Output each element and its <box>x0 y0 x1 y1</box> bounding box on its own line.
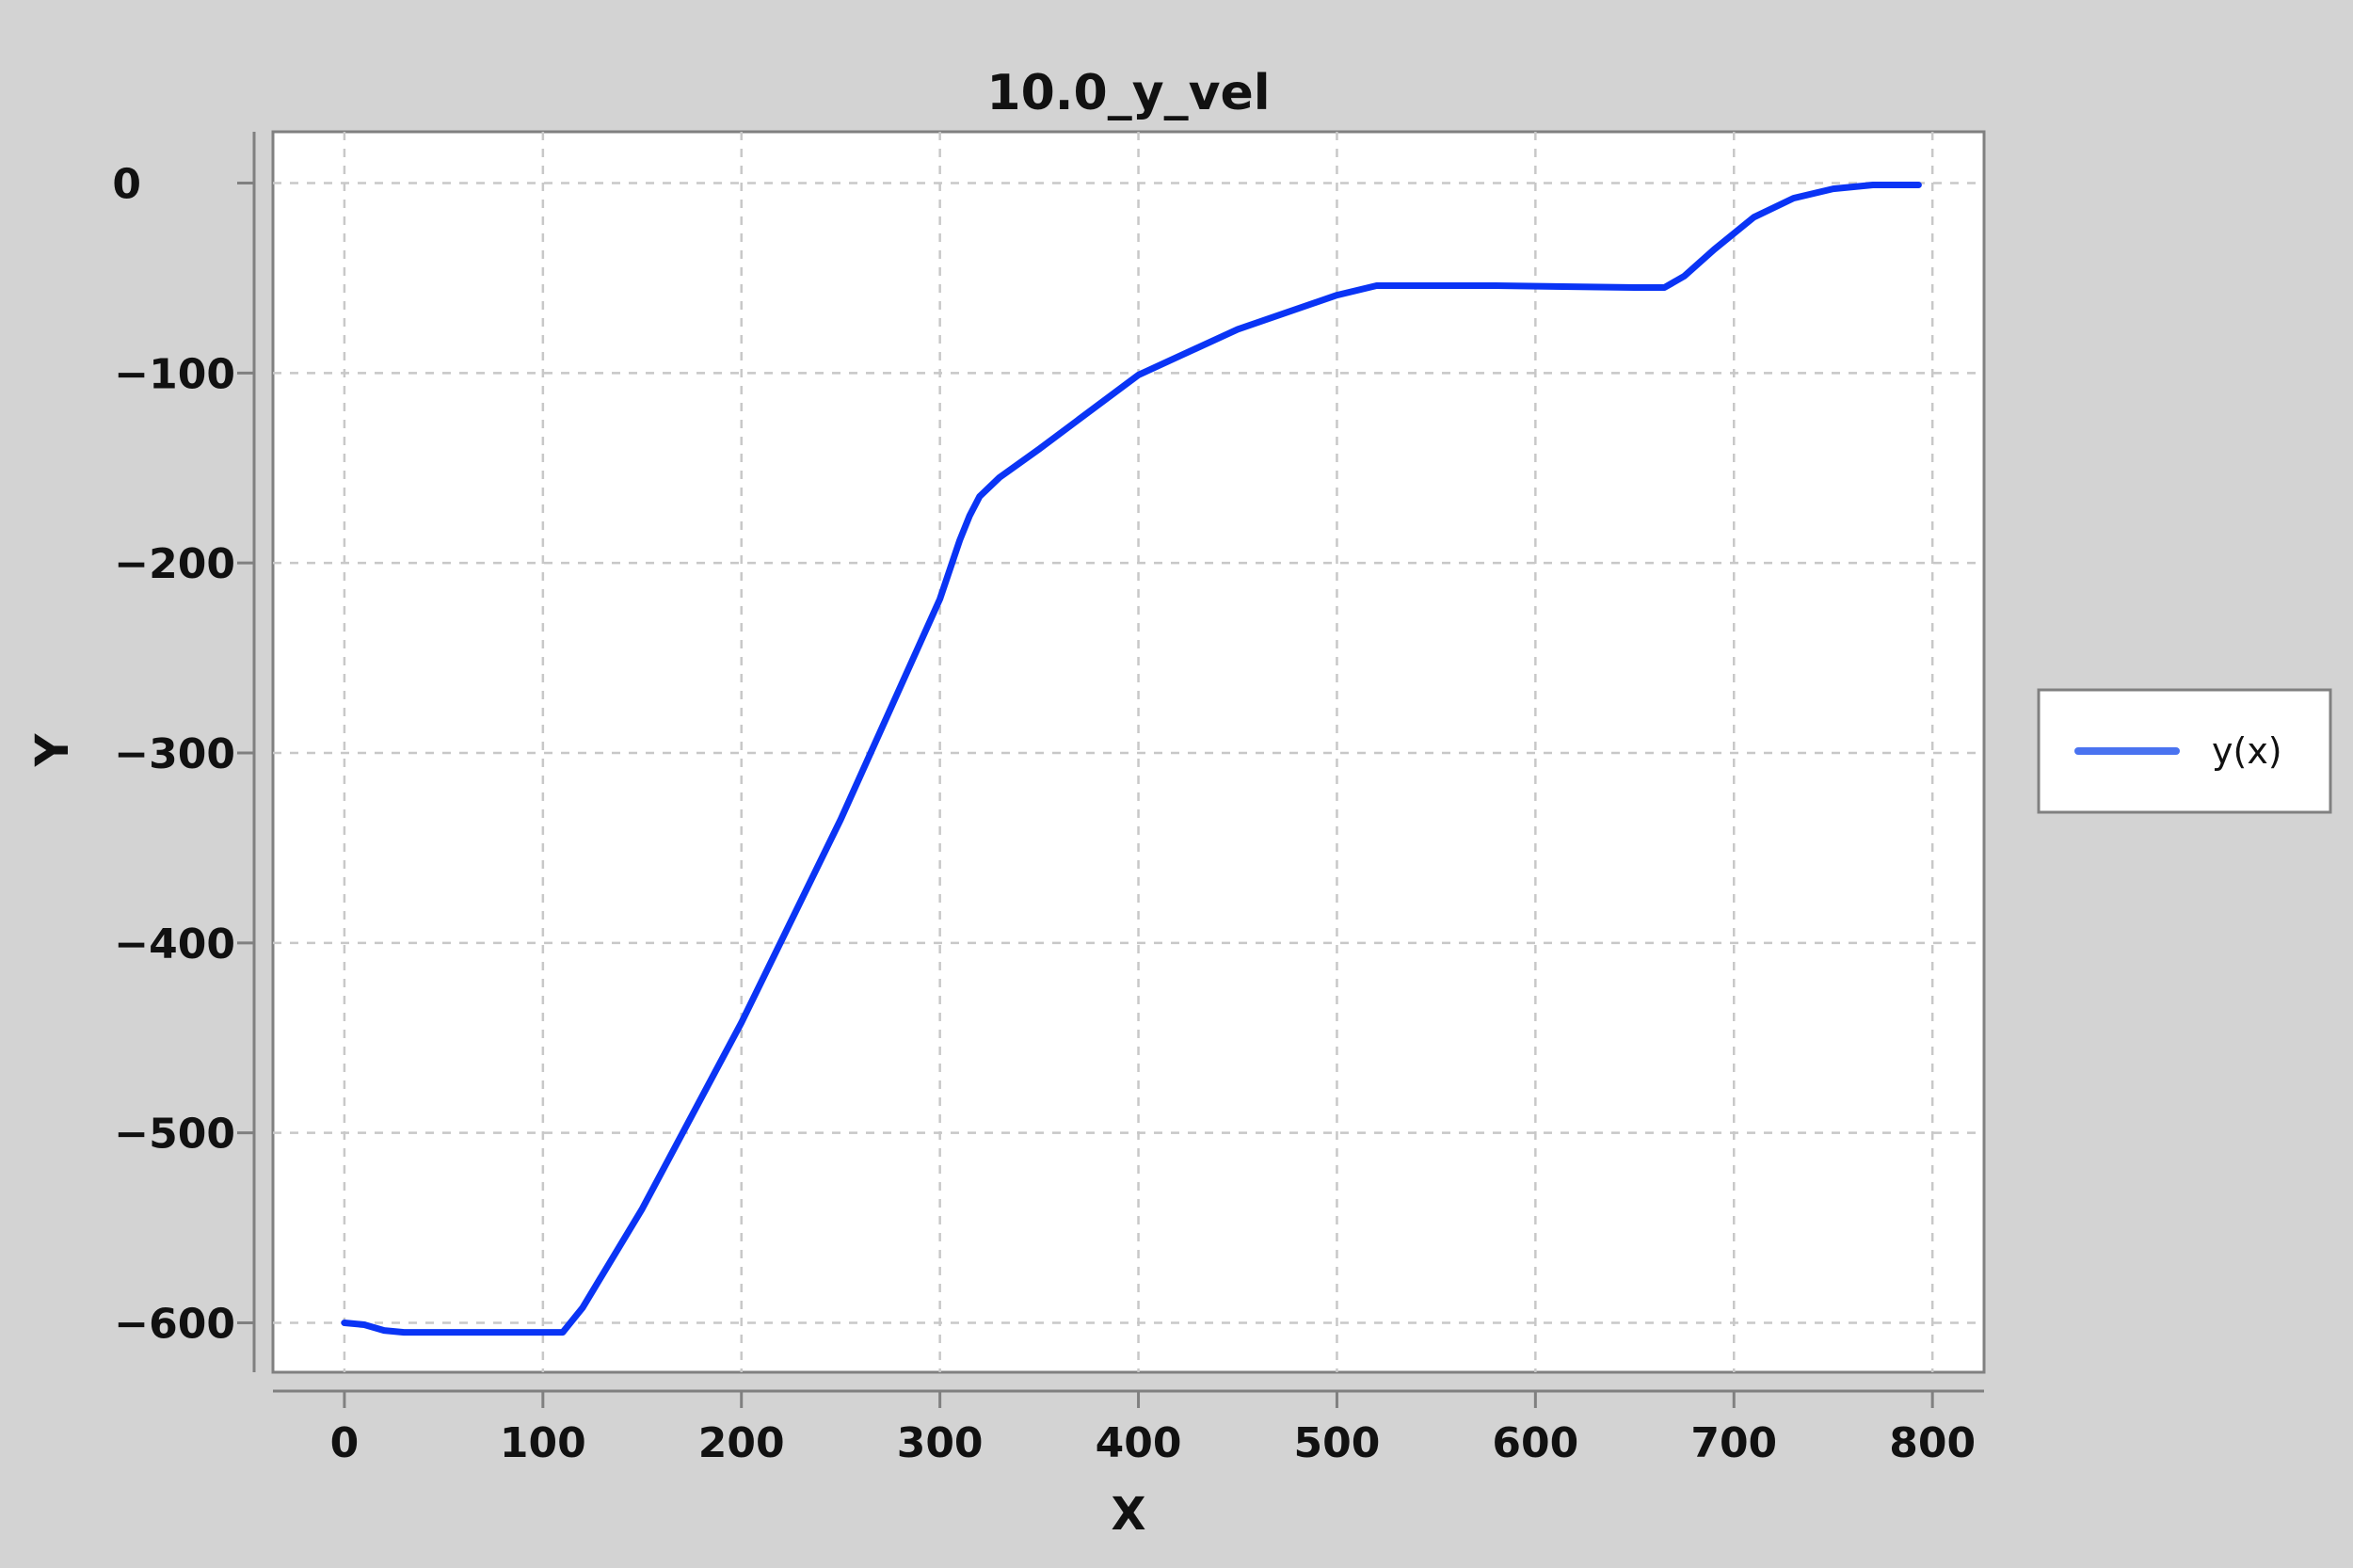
x-tick-label: 700 <box>1690 1419 1777 1467</box>
x-tick-label: 200 <box>698 1419 785 1467</box>
chart-title: 10.0_y_vel <box>986 65 1270 121</box>
x-tick-label: 800 <box>1889 1419 1976 1467</box>
y-tick-label: −600 <box>114 1301 235 1349</box>
x-tick-label: 100 <box>500 1419 586 1467</box>
y-tick-label: −200 <box>114 540 235 588</box>
x-tick-label: 300 <box>897 1419 984 1467</box>
y-tick-label: −500 <box>114 1111 235 1159</box>
y-tick-labels: 0 −100 −200 −300 −400 −500 −600 <box>112 160 254 1349</box>
x-tick-label: 600 <box>1492 1419 1578 1467</box>
y-tick-label: −300 <box>114 730 235 778</box>
legend: y(x) <box>2037 688 2332 814</box>
legend-label-y-x: y(x) <box>2212 730 2282 772</box>
y-axis-label: Y <box>26 732 79 767</box>
x-tick-label: 500 <box>1294 1419 1381 1467</box>
y-tick-label: −400 <box>114 920 235 968</box>
y-tick-label: −100 <box>114 350 235 398</box>
grid-lines <box>273 132 1984 1372</box>
series-layer <box>341 182 1922 1336</box>
x-tick-label: 400 <box>1096 1419 1182 1467</box>
x-axis-label: X <box>1111 1488 1145 1541</box>
x-tick-label: 0 <box>330 1419 360 1467</box>
y-tick-label: 0 <box>112 160 141 208</box>
series-line-y-x <box>341 182 1922 1336</box>
x-tick-labels: 0 100 200 300 400 500 600 700 800 <box>330 1391 1976 1467</box>
